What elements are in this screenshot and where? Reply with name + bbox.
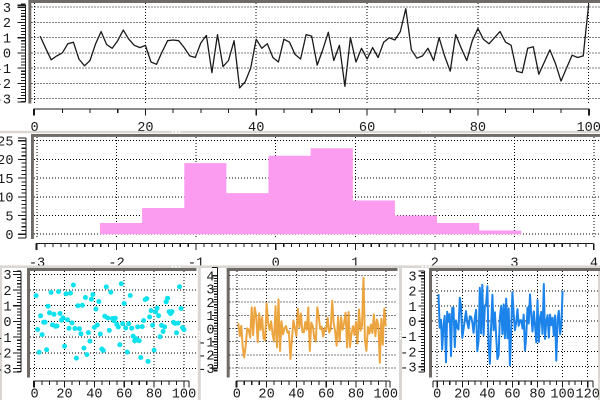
- svg-text:40: 40: [86, 388, 102, 400]
- svg-text:3: 3: [510, 256, 518, 271]
- svg-text:0: 0: [3, 316, 11, 331]
- svg-text:3: 3: [408, 271, 416, 286]
- svg-text:-3: -3: [0, 363, 12, 378]
- svg-text:-3: -3: [400, 362, 416, 377]
- svg-text:80: 80: [529, 388, 545, 400]
- svg-text:1: 1: [351, 256, 359, 271]
- svg-text:20: 20: [137, 121, 153, 136]
- svg-text:0: 0: [272, 256, 280, 271]
- svg-text:2: 2: [3, 285, 11, 300]
- svg-text:3: 3: [3, 269, 11, 284]
- svg-text:-3: -3: [0, 93, 11, 108]
- svg-text:-1: -1: [400, 331, 416, 346]
- svg-text:1: 1: [3, 301, 11, 316]
- svg-text:40: 40: [288, 388, 304, 400]
- svg-text:0: 0: [408, 316, 416, 331]
- svg-text:4: 4: [590, 256, 598, 271]
- svg-text:20: 20: [454, 388, 470, 400]
- svg-text:20: 20: [258, 388, 274, 400]
- svg-text:1: 1: [206, 310, 214, 325]
- svg-text:120: 120: [575, 388, 599, 400]
- svg-text:40: 40: [479, 388, 495, 400]
- svg-text:60: 60: [359, 121, 375, 136]
- svg-text:0: 0: [233, 388, 241, 400]
- svg-text:0: 0: [31, 388, 39, 400]
- svg-text:2: 2: [3, 17, 11, 32]
- svg-text:-1: -1: [198, 337, 214, 352]
- svg-text:0: 0: [31, 121, 39, 136]
- svg-text:100: 100: [172, 388, 196, 400]
- svg-text:20: 20: [56, 388, 72, 400]
- svg-text:-2: -2: [198, 350, 214, 365]
- svg-text:25: 25: [0, 136, 14, 151]
- svg-text:80: 80: [348, 388, 364, 400]
- svg-text:60: 60: [116, 388, 132, 400]
- svg-text:-1: -1: [0, 63, 11, 78]
- svg-text:2: 2: [408, 286, 416, 301]
- svg-text:60: 60: [504, 388, 520, 400]
- svg-text:1: 1: [3, 33, 11, 48]
- svg-text:15: 15: [0, 173, 14, 188]
- svg-text:-2: -2: [400, 346, 416, 361]
- svg-text:4: 4: [206, 271, 214, 286]
- svg-text:-1: -1: [0, 332, 12, 347]
- svg-text:60: 60: [318, 388, 334, 400]
- svg-text:20: 20: [0, 154, 14, 169]
- svg-text:-2: -2: [0, 78, 11, 93]
- svg-text:-3: -3: [198, 363, 214, 378]
- svg-text:100: 100: [576, 121, 600, 136]
- svg-text:3: 3: [3, 2, 11, 17]
- svg-text:3: 3: [206, 284, 214, 299]
- svg-text:80: 80: [146, 388, 162, 400]
- svg-text:2: 2: [431, 256, 439, 271]
- svg-text:2: 2: [206, 297, 214, 312]
- svg-text:0: 0: [3, 48, 11, 63]
- svg-text:100: 100: [374, 388, 398, 400]
- svg-text:10: 10: [0, 192, 14, 207]
- svg-text:0: 0: [206, 323, 214, 338]
- svg-text:0: 0: [433, 388, 441, 400]
- svg-text:-2: -2: [0, 348, 12, 363]
- svg-text:0: 0: [5, 229, 13, 244]
- svg-text:1: 1: [408, 301, 416, 316]
- svg-text:80: 80: [470, 121, 486, 136]
- svg-text:100: 100: [550, 388, 574, 400]
- svg-text:5: 5: [5, 210, 13, 225]
- svg-text:40: 40: [248, 121, 264, 136]
